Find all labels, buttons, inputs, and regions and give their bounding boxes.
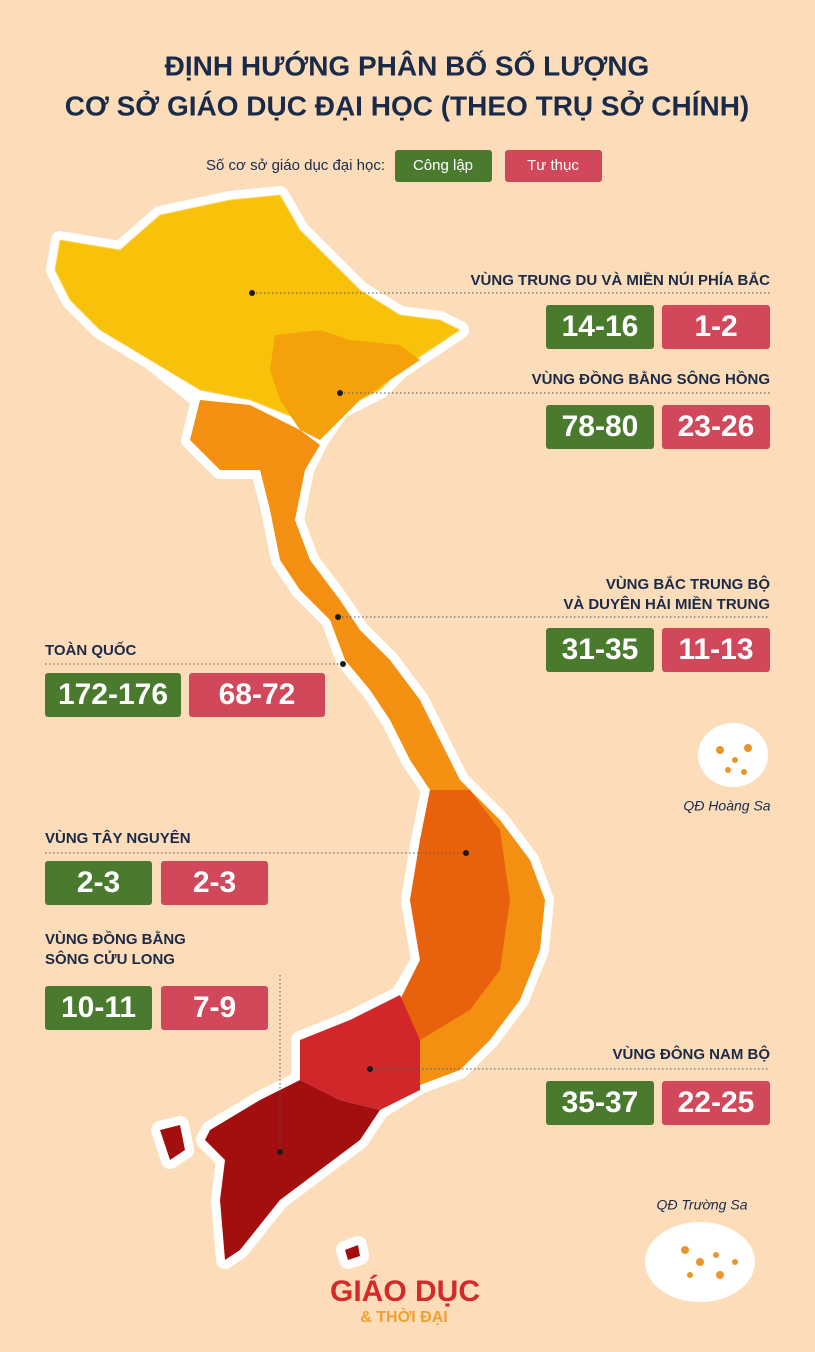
region-name: VÙNG ĐÔNG NAM BỘ <box>613 1045 771 1063</box>
private-count: 68-72 <box>219 678 296 711</box>
public-box <box>546 405 654 449</box>
legend-label: Số cơ sở giáo dục đại học: <box>206 157 385 174</box>
island-con-dao <box>345 1245 360 1260</box>
logo-main: GIÁO DỤC <box>330 1274 480 1308</box>
public-box <box>45 673 181 717</box>
private-box <box>161 861 268 905</box>
public-count: 78-80 <box>562 410 639 443</box>
private-box <box>189 673 325 717</box>
logo-joiner: & <box>360 1309 372 1326</box>
private-box <box>662 405 770 449</box>
leader-dot <box>249 290 255 296</box>
region-highlands <box>400 790 510 1040</box>
legend-swatch <box>505 150 602 182</box>
region-name: VÙNG TRUNG DU VÀ MIỀN NÚI PHÍA BẮC <box>471 271 771 289</box>
leader-dot <box>340 661 346 667</box>
region-name: VÙNG ĐỒNG BẰNG SÔNG HỒNG <box>532 370 770 388</box>
private-box <box>662 628 770 672</box>
region-name: VÀ DUYÊN HẢI MIỀN TRUNG <box>563 595 770 613</box>
public-box <box>45 861 152 905</box>
public-box <box>546 305 654 349</box>
map <box>46 186 768 1302</box>
public-box <box>546 1081 654 1125</box>
legend-item: Công lập <box>413 157 473 174</box>
public-count: 31-35 <box>562 633 639 666</box>
public-count: 14-16 <box>562 310 639 343</box>
title-line: CƠ SỞ GIÁO DỤC ĐẠI HỌC (THEO TRỤ SỞ CHÍN… <box>65 89 750 121</box>
private-count: 2-3 <box>193 866 236 899</box>
leader-dot <box>463 850 469 856</box>
region-red-river <box>270 330 420 440</box>
region-name: VÙNG BẮC TRUNG BỘ <box>606 575 770 593</box>
island-label: QĐ Hoàng Sa <box>683 798 770 814</box>
region-name: SÔNG CỬU LONG <box>45 950 175 968</box>
leader-dot <box>367 1066 373 1072</box>
title-line: ĐỊNH HƯỚNG PHÂN BỐ SỐ LƯỢNG <box>165 49 650 81</box>
private-count: 23-26 <box>678 410 755 443</box>
legend-swatch <box>395 150 492 182</box>
spratly-islands <box>645 1222 755 1302</box>
public-box <box>45 986 152 1030</box>
region-mekong <box>205 1080 380 1260</box>
region-name: TOÀN QUỐC <box>45 641 137 659</box>
private-count: 1-2 <box>694 310 737 343</box>
island-label: QĐ Trường Sa <box>657 1197 748 1213</box>
public-box <box>546 628 654 672</box>
public-count: 2-3 <box>77 866 120 899</box>
public-count: 35-37 <box>562 1086 639 1119</box>
public-count: 10-11 <box>61 991 136 1024</box>
public-count: 172-176 <box>58 678 168 711</box>
region-name: VÙNG TÂY NGUYÊN <box>45 829 191 847</box>
leader-dot <box>277 1149 283 1155</box>
region-name: VÙNG ĐỒNG BẰNG <box>45 930 186 948</box>
legend-item: Tư thục <box>527 157 579 174</box>
leader-dot <box>335 614 341 620</box>
paracel-islands <box>698 723 768 787</box>
logo-sub: THỜI ĐẠI <box>376 1307 447 1326</box>
private-box <box>662 305 770 349</box>
private-count: 11-13 <box>678 633 753 666</box>
region-southeast <box>300 995 420 1110</box>
island-phu-quoc <box>160 1125 185 1160</box>
private-box <box>662 1081 770 1125</box>
private-count: 22-25 <box>678 1086 755 1119</box>
private-count: 7-9 <box>193 991 236 1024</box>
private-box <box>161 986 268 1030</box>
leader-dot <box>337 390 343 396</box>
